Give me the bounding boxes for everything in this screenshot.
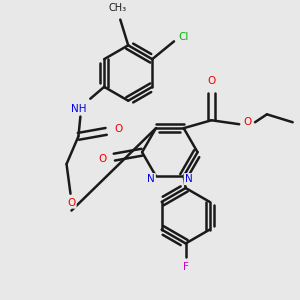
Text: O: O [98, 154, 106, 164]
Text: O: O [114, 124, 122, 134]
Text: O: O [243, 117, 251, 127]
Text: N: N [185, 174, 193, 184]
Text: CH₃: CH₃ [108, 3, 126, 13]
Text: O: O [68, 198, 76, 208]
Text: F: F [183, 262, 189, 272]
Text: N: N [147, 174, 155, 184]
Text: O: O [207, 76, 216, 86]
Text: Cl: Cl [179, 32, 189, 42]
Text: NH: NH [71, 103, 86, 114]
